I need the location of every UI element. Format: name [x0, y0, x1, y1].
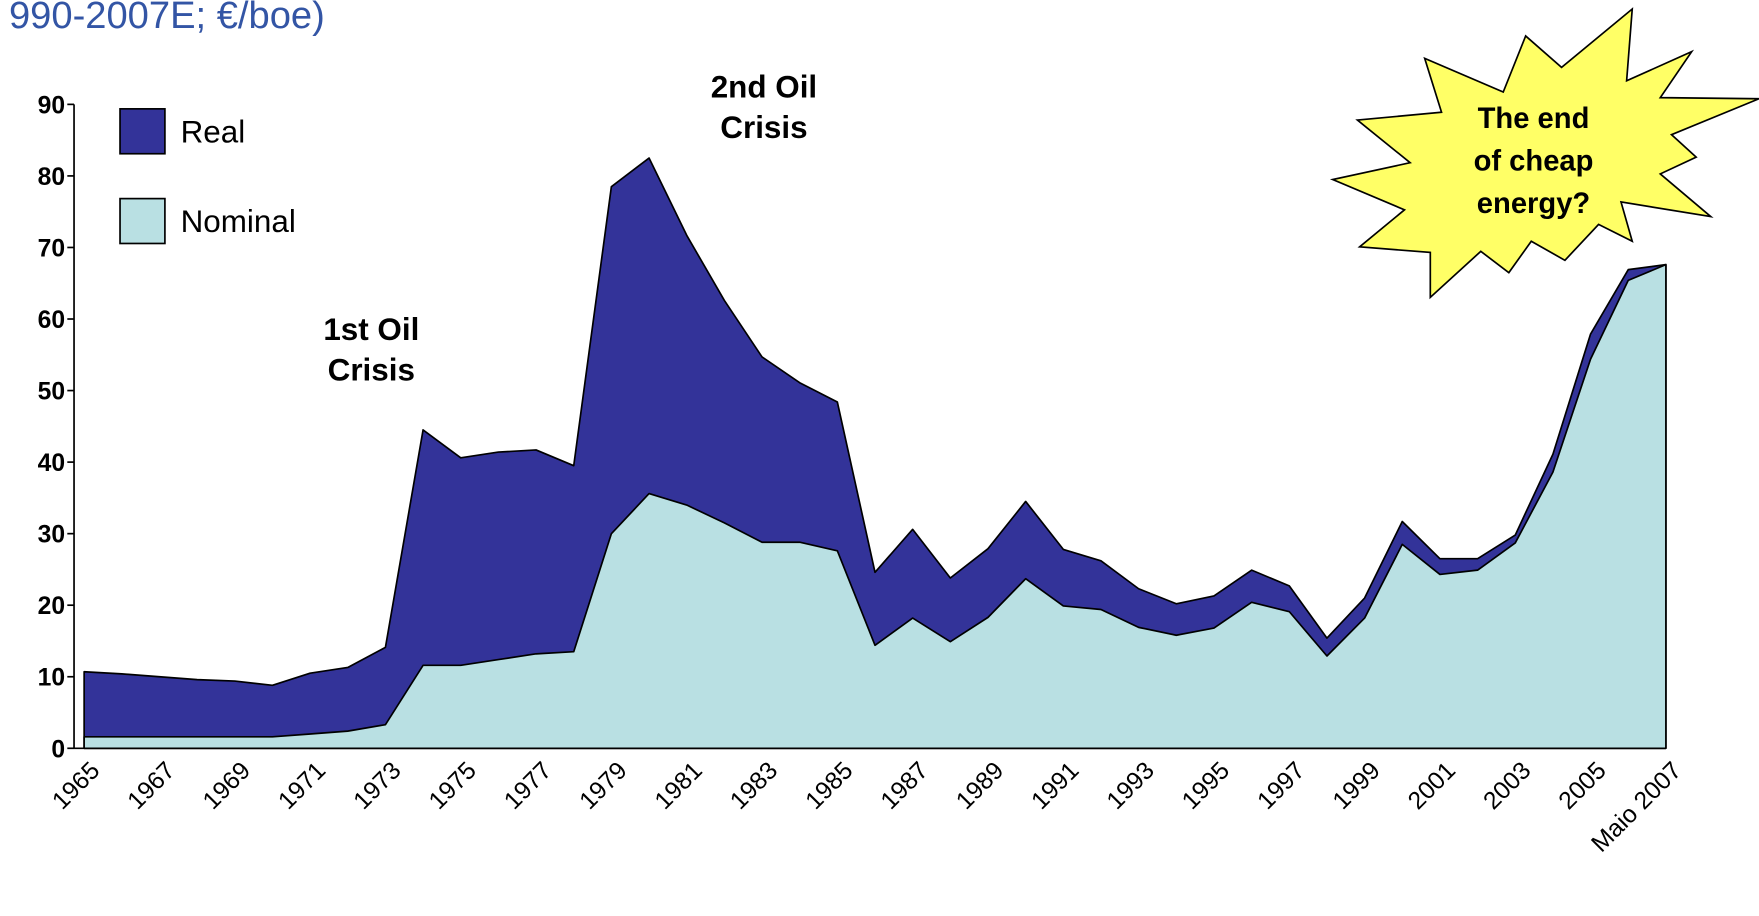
y-tick-label: 90: [38, 92, 65, 119]
legend-swatch: [119, 108, 166, 155]
legend-label: Real: [181, 115, 246, 150]
x-tick-label: 1979: [575, 757, 633, 815]
y-tick-label: 50: [38, 379, 65, 406]
legend-label: Nominal: [181, 204, 296, 239]
y-tick-label: 40: [38, 450, 65, 477]
y-tick-label: 20: [38, 593, 65, 620]
x-tick-label: 1967: [123, 757, 181, 815]
x-tick-label: 1995: [1177, 757, 1235, 815]
x-tick-label: 1993: [1102, 757, 1160, 815]
x-tick-label: 2005: [1554, 757, 1612, 815]
x-tick-label: 1981: [650, 757, 708, 815]
annotation: of cheap: [1474, 146, 1594, 178]
legend-swatch: [119, 197, 166, 245]
annotation: energy?: [1477, 188, 1590, 220]
y-tick-label: 10: [38, 665, 65, 692]
x-tick-label: 1997: [1253, 757, 1311, 815]
x-tick-label: 1999: [1328, 757, 1386, 815]
x-tick-label: 2003: [1479, 757, 1537, 815]
x-tick-label: 1969: [198, 757, 256, 815]
chart-title: 990-2007E; €/boe): [9, 0, 325, 37]
y-tick-label: 80: [38, 164, 65, 191]
x-tick-label: 1975: [424, 757, 482, 815]
annotation: 2nd Oil: [711, 70, 817, 105]
x-tick-label: 1989: [951, 757, 1009, 815]
x-tick-label: 1971: [273, 757, 331, 815]
y-tick-label: 30: [38, 522, 65, 549]
x-tick-label: 1987: [876, 757, 934, 815]
x-tick-label: 1965: [47, 757, 105, 815]
x-tick-label: 1985: [801, 757, 859, 815]
x-tick-label: 1991: [1027, 757, 1085, 815]
area: [83, 157, 1667, 750]
annotation: The end: [1478, 103, 1590, 135]
area: [83, 263, 1667, 750]
x-tick-label: 1983: [725, 757, 783, 815]
y-tick-label: 0: [51, 736, 65, 763]
y-tick-label: 70: [38, 235, 65, 262]
annotation: Crisis: [328, 352, 415, 387]
annotation: 1st Oil: [323, 312, 419, 347]
x-tick-label: 2001: [1403, 757, 1461, 815]
y-tick-label: 60: [38, 307, 65, 334]
x-tick-label: 1973: [349, 757, 407, 815]
x-tick-label: 1977: [499, 757, 557, 815]
annotation: Crisis: [720, 110, 807, 145]
starburst: [1329, 7, 1759, 300]
